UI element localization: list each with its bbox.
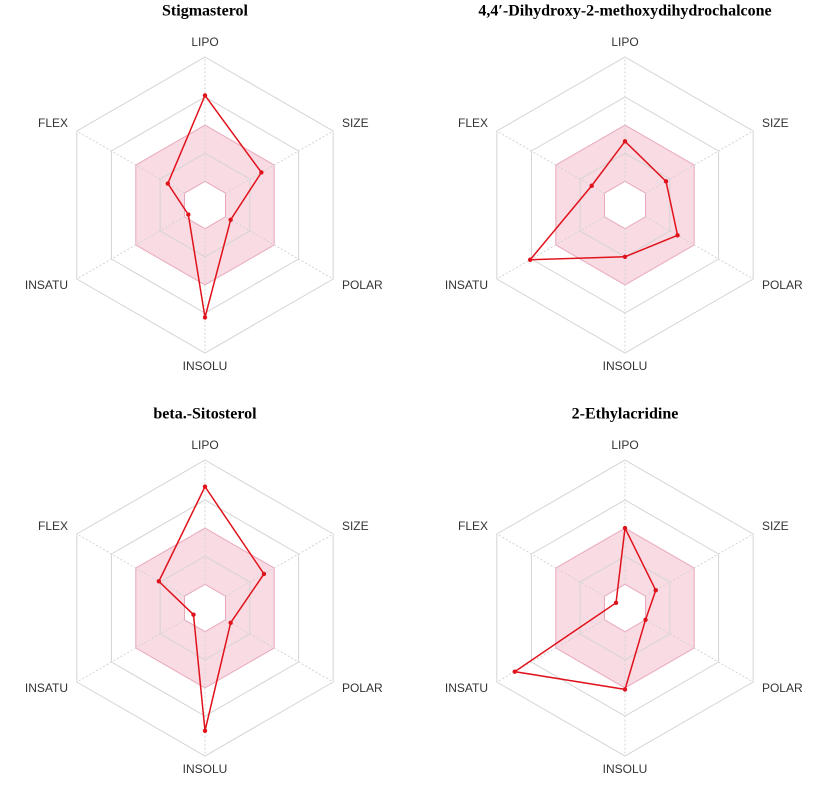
radar-point [191, 612, 196, 617]
axis-label: INSATU [25, 278, 68, 292]
radar-point [512, 669, 517, 674]
chart-title: 2-Ethylacridine [572, 406, 679, 423]
grid-ring [496, 56, 754, 354]
axis-label: SIZE [762, 519, 789, 533]
spoke [225, 619, 334, 683]
axis-label: INSOLU [183, 762, 228, 776]
radar-point [228, 217, 233, 222]
shaded-range [555, 528, 695, 688]
spoke [76, 619, 185, 683]
shaded-range [135, 528, 275, 688]
axis-label: INSATU [445, 681, 488, 695]
grid-ring [496, 459, 754, 757]
axis-label: FLEX [38, 116, 68, 130]
radar-point [186, 212, 191, 217]
radar-point [643, 617, 648, 623]
spoke [225, 216, 334, 280]
spoke [645, 216, 754, 280]
spoke [225, 130, 334, 194]
axis-label: POLAR [762, 278, 803, 292]
axis-label: LIPO [191, 35, 218, 49]
spoke [496, 619, 605, 683]
spoke [496, 216, 605, 280]
spoke [645, 130, 754, 194]
radar-point [202, 484, 208, 489]
radar-point [622, 687, 628, 692]
axis-label: SIZE [342, 116, 369, 130]
radar-point [675, 233, 680, 238]
spoke [76, 533, 185, 597]
axis-label: POLAR [762, 681, 803, 695]
shaded-range [135, 125, 275, 285]
radar-point [261, 571, 267, 577]
radar-point [156, 579, 162, 584]
axis-label: LIPO [611, 35, 638, 49]
axis-label: LIPO [611, 438, 638, 452]
axis-label: FLEX [38, 519, 68, 533]
radar-chart: 2-Ethylacridine LIPO SIZE POLAR INSOLU INSATU… [445, 406, 803, 777]
radar-point [259, 170, 264, 175]
radar-point [165, 181, 171, 186]
radar-point [622, 139, 628, 144]
radar-point [589, 183, 594, 188]
spoke [76, 216, 185, 280]
chart-title: 4,4′-Dihydroxy-2-methoxydihydrochalcone [478, 3, 771, 20]
radar-point [622, 254, 628, 259]
axis-label: INSOLU [603, 359, 648, 373]
axis-label: INSOLU [183, 359, 228, 373]
axis-label: LIPO [191, 438, 218, 452]
radar-point [527, 257, 533, 262]
spoke [496, 130, 605, 194]
axis-label: FLEX [458, 519, 488, 533]
radar-point [613, 600, 619, 606]
shaded-range [555, 125, 695, 285]
spoke [496, 533, 605, 597]
axis-label: SIZE [342, 519, 369, 533]
axis-label: POLAR [342, 681, 383, 695]
axis-label: FLEX [458, 116, 488, 130]
grid-ring [76, 56, 334, 354]
axis-label: POLAR [342, 278, 383, 292]
axis-label: INSOLU [603, 762, 648, 776]
chart-title: beta.-Sitosterol [153, 406, 257, 423]
radar-point [202, 728, 208, 734]
radar-point [228, 620, 233, 625]
chart-title: Stigmasterol [162, 3, 248, 20]
spoke [645, 533, 754, 597]
axis-label: INSATU [25, 681, 68, 695]
spoke [225, 533, 334, 597]
radar-chart: Stigmasterol LIPO SIZE POLAR INSOLU INSATU FLE… [25, 3, 383, 374]
radar-chart: beta.-Sitosterol LIPO SIZE POLAR INSOLU INSAT… [25, 406, 383, 777]
grid-ring [76, 459, 334, 757]
axis-label: INSATU [445, 278, 488, 292]
radar-point [663, 179, 669, 184]
radar-point [622, 525, 628, 531]
spoke [645, 619, 754, 683]
radar-chart: 4,4′-Dihydroxy-2-methoxydihydrochalcone L… [445, 3, 803, 374]
radar-point [653, 588, 658, 593]
radar-point [202, 93, 208, 98]
axis-label: SIZE [762, 116, 789, 130]
radar-point [202, 315, 208, 320]
